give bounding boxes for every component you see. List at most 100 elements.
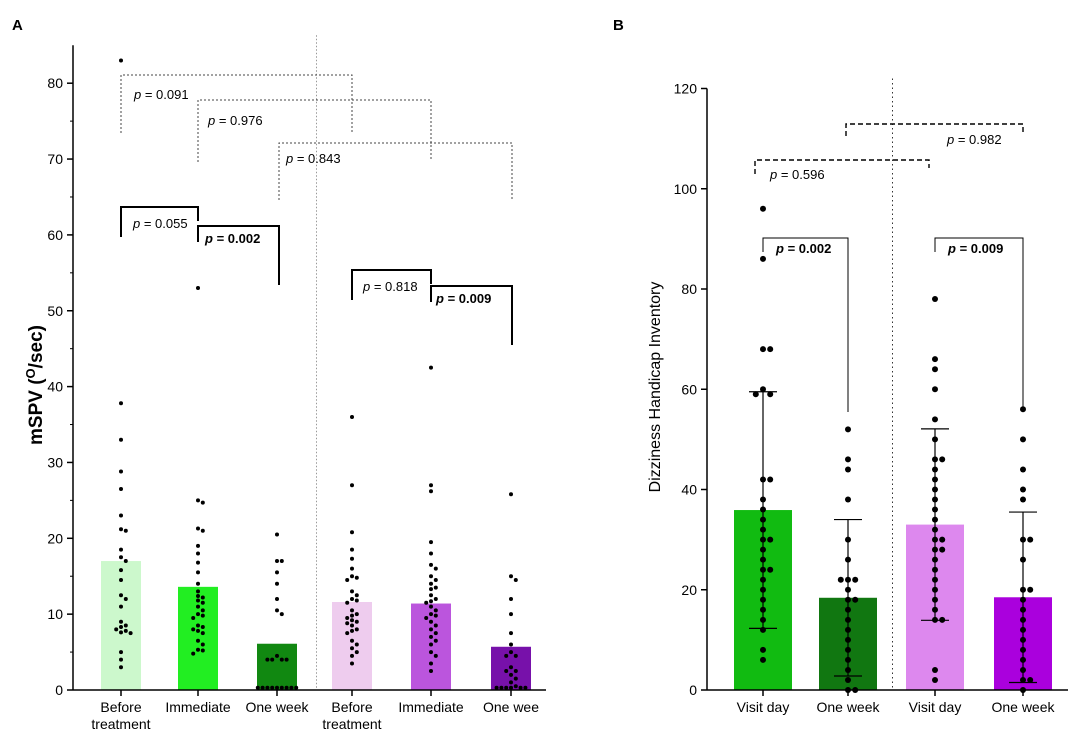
data-point [200,642,205,647]
data-point [767,536,774,543]
data-point [1020,606,1026,613]
data-point [123,528,128,533]
data-point [852,576,859,583]
data-point [932,536,938,543]
data-point [509,492,513,497]
data-point [1020,406,1026,413]
data-point [429,642,433,647]
data-point [932,556,938,563]
data-point [932,516,938,523]
p-value-label: p = 0.596 [769,167,825,182]
data-point [509,672,513,677]
data-point [200,500,205,505]
data-point [275,581,279,586]
significance-bracket [278,142,513,200]
category-label: Before [100,699,141,715]
data-point [260,685,265,690]
bar [178,586,218,690]
data-point [509,631,513,636]
data-point [196,589,200,594]
p-symbol: p [435,291,444,306]
data-point [939,536,946,543]
data-point [350,638,354,643]
data-point [275,570,279,575]
data-point [119,630,123,635]
data-point [119,650,123,655]
data-point [433,585,438,590]
data-point [275,559,279,564]
category-label: Immediate [398,699,464,715]
y-tick-label: 20 [681,582,697,598]
data-point [429,604,433,609]
y-tick-label: 10 [47,606,63,622]
data-point [1020,656,1026,663]
data-point [123,628,128,633]
data-point [429,587,433,592]
data-point [932,386,938,393]
data-point [270,685,275,690]
data-point [196,581,200,586]
p-value-label: p = 0.091 [133,87,189,102]
data-point [932,496,938,503]
data-point [760,476,766,483]
category-label: One week [245,699,309,715]
data-point [752,391,759,398]
data-point [1020,646,1026,653]
data-point [119,625,123,630]
data-point [1020,466,1026,473]
data-point [499,685,504,690]
data-point [350,628,354,633]
data-point [513,653,518,658]
panel-B: B 0 20 40 60 80 100 120 Visit day One week Visit d… [613,17,1068,715]
data-point [429,599,433,604]
data-point [852,596,859,603]
data-point [845,556,851,563]
data-point [845,576,851,583]
significance-bracket [430,285,513,345]
data-point [350,566,354,571]
y-label-sup: O [23,368,38,378]
significance-bracket [197,99,432,162]
y-label-main: mSPV ( [26,378,47,445]
data-point [1020,436,1026,443]
data-point [429,669,433,674]
data-point [1020,586,1026,593]
y-tick-label: 80 [47,75,63,91]
y-tick-label: 60 [681,381,697,397]
data-point [354,627,359,632]
data-point [196,560,200,565]
data-point [504,669,509,674]
data-point [265,685,270,690]
data-point [760,516,766,523]
category-label: treatment [322,716,381,732]
data-point [433,631,438,636]
data-point [200,613,205,618]
data-point [196,612,200,617]
data-point [760,255,766,262]
data-point [429,581,433,586]
data-point [119,547,123,552]
data-point [429,551,433,556]
data-point [119,619,123,624]
data-point [196,598,200,603]
data-point [433,566,438,571]
data-point [1020,556,1026,563]
p-symbol: p [946,132,954,147]
data-point [1020,496,1026,503]
data-point [196,638,200,643]
data-point [513,578,518,583]
data-point [932,596,938,603]
data-point [760,566,766,573]
data-point [767,566,774,573]
data-point [494,685,499,690]
data-point [119,437,123,442]
significance-bracket [197,225,280,285]
data-point [200,631,205,636]
data-point [354,598,359,603]
data-point [523,685,528,690]
data-point [760,536,766,543]
data-point [760,556,766,563]
y-axis-label: mSPV (O/sec) [23,325,47,445]
data-point [429,574,433,579]
data-point [119,401,123,406]
